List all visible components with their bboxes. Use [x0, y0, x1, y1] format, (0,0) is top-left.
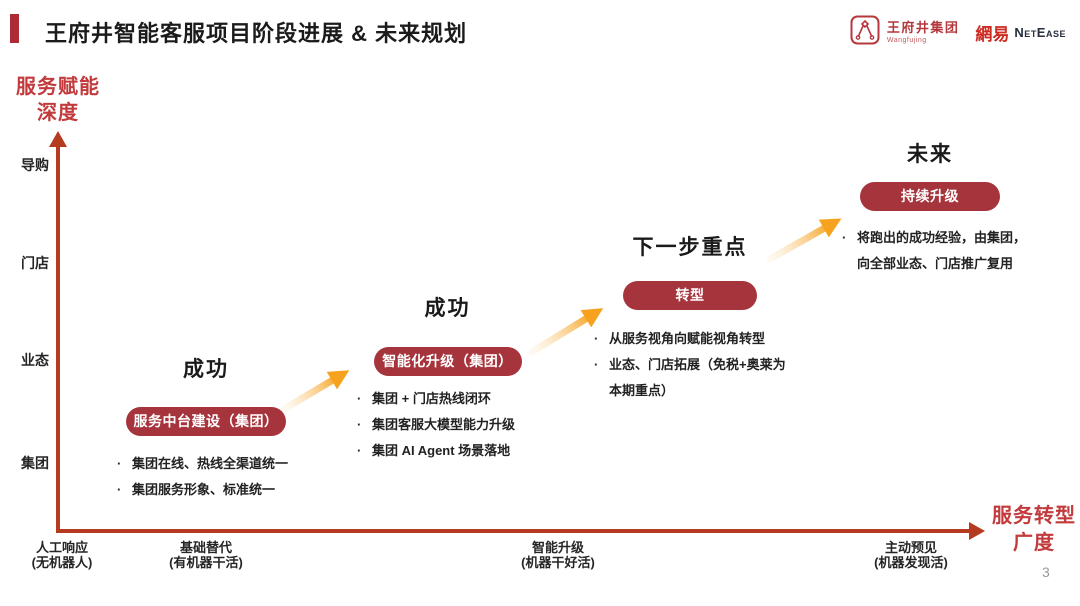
bullet-dot-icon: · [594, 357, 599, 372]
stage-3-transformation: 下一步重点 转型 · 从服务视角向赋能视角转型 · 业态、门店拓展（免税+奥莱为本期… [592, 235, 788, 404]
bullet-text: 集团 AI Agent 场景落地 [372, 443, 511, 458]
stage-4-future: 未来 持续升级 · 将跑出的成功经验，由集团，向全部业态、门店推广复用 [840, 142, 1026, 277]
bullet-item: · 集团 + 门店热线闭环 [355, 386, 540, 412]
bullet-dot-icon: · [117, 456, 122, 471]
title-accent-bar [10, 14, 19, 43]
x-tick-label: 主动预见 [884, 540, 937, 555]
x-axis-title: 服务转型 广度 [988, 503, 1080, 557]
stage-4-badge: 持续升级 [860, 182, 1000, 211]
x-tick-label: 人工响应 [35, 540, 88, 555]
stage-2-badge: 智能化升级（集团） [373, 347, 522, 376]
bullet-dot-icon: · [117, 482, 122, 497]
bullet-dot-icon: · [357, 443, 362, 458]
stage-1-badge: 服务中台建设（集团） [126, 407, 286, 436]
logo-group: 王府井集团 Wangfujing 網易 NetEase [850, 15, 1066, 50]
page-title: 王府井智能客服项目阶段进展 & 未来规划 [45, 21, 468, 46]
stage-2-heading: 成功 [424, 297, 471, 320]
bullet-text: 集团 + 门店热线闭环 [372, 391, 491, 406]
bullet-dot-icon: · [594, 331, 599, 346]
bullet-item: · 集团 AI Agent 场景落地 [355, 438, 540, 464]
bullet-dot-icon: · [357, 417, 362, 432]
bullet-item: · 集团客服大模型能力升级 [355, 412, 540, 438]
bullet-item: · 业态、门店拓展（免税+奥莱为本期重点） [592, 352, 788, 404]
stage-1-heading: 成功 [183, 358, 229, 381]
x-tick-proactive-foresight: 主动预见 (机器发现活) [851, 540, 971, 570]
y-axis-title-line2: 深度 [37, 102, 79, 124]
netease-logo: 網易 NetEase [975, 20, 1066, 45]
bullet-text: 从服务视角向赋能视角转型 [609, 331, 766, 346]
y-axis-title-line1: 服务赋能 [16, 76, 100, 98]
x-tick-manual-response: 人工响应 (无机器人) [2, 540, 122, 570]
y-tick-mendian: 门店 [21, 255, 49, 271]
x-tick-label: 智能升级 [531, 540, 584, 555]
bullet-item: · 集团服务形象、标准统一 [115, 477, 297, 503]
netease-en-wordmark: NetEase [1014, 25, 1066, 40]
stage-1-bullets: · 集团在线、热线全渠道统一 · 集团服务形象、标准统一 [115, 451, 297, 503]
bullet-text: 集团在线、热线全渠道统一 [132, 456, 289, 471]
bullet-text: 业态、门店拓展（免税+奥莱为本期重点） [609, 357, 786, 398]
bullet-text: 集团客服大模型能力升级 [372, 417, 516, 432]
stage-2-bullets: · 集团 + 门店热线闭环 · 集团客服大模型能力升级 · 集团 AI Agent 场… [355, 386, 540, 464]
bullet-dot-icon: · [842, 230, 847, 245]
y-tick-daogou: 导购 [21, 157, 49, 173]
y-axis-title: 服务赋能 深度 [8, 74, 108, 126]
bullet-item: · 从服务视角向赋能视角转型 [592, 326, 788, 352]
x-tick-sublabel: (无机器人) [31, 555, 93, 570]
x-axis-title-line1: 服务转型 [992, 505, 1076, 527]
bullet-dot-icon: · [357, 391, 362, 406]
wangfujing-name: 王府井集团 [886, 20, 960, 35]
bullet-item: · 将跑出的成功经验，由集团，向全部业态、门店推广复用 [840, 225, 1029, 277]
wangfujing-subtitle: Wangfujing [886, 37, 927, 44]
wangfujing-logo: 王府井集团 Wangfujing [850, 15, 960, 50]
stage-4-bullets: · 将跑出的成功经验，由集团，向全部业态、门店推广复用 [840, 225, 1026, 277]
stage-3-bullets: · 从服务视角向赋能视角转型 · 业态、门店拓展（免税+奥莱为本期重点） [592, 326, 788, 404]
x-tick-label: 基础替代 [179, 540, 232, 555]
bullet-text: 集团服务形象、标准统一 [132, 482, 276, 497]
stage-3-heading: 下一步重点 [632, 236, 748, 259]
stage-3-badge: 转型 [623, 281, 757, 310]
x-tick-sublabel: (机器干好活) [521, 555, 595, 570]
x-axis-line [56, 529, 971, 533]
x-tick-intelligent-upgrade: 智能升级 (机器干好活) [498, 540, 618, 570]
stage-1-service-platform: 成功 服务中台建设（集团） · 集团在线、热线全渠道统一 · 集团服务形象、标准统一 [115, 357, 297, 503]
x-tick-sublabel: (机器发现活) [874, 555, 948, 570]
x-axis-title-line2: 广度 [1013, 532, 1055, 554]
netease-cn-wordmark: 網易 [975, 25, 1010, 44]
page-number: 3 [1042, 564, 1050, 580]
growth-arrow-icon-2 [528, 308, 604, 356]
bullet-text: 将跑出的成功经验，由集团，向全部业态、门店推广复用 [857, 230, 1027, 271]
stage-4-heading: 未来 [907, 143, 953, 166]
x-tick-basic-substitution: 基础替代 (有机器干活) [146, 540, 266, 570]
wangfujing-logo-icon [850, 15, 880, 50]
x-axis-arrowhead-icon [969, 522, 985, 540]
y-axis-line [56, 146, 60, 533]
y-axis-arrowhead-icon [49, 131, 67, 147]
y-tick-jituan: 集团 [21, 455, 49, 471]
x-tick-sublabel: (有机器干活) [169, 555, 243, 570]
y-tick-yetai: 业态 [21, 352, 49, 368]
bullet-item: · 集团在线、热线全渠道统一 [115, 451, 297, 477]
stage-2-intelligent-upgrade: 成功 智能化升级（集团） · 集团 + 门店热线闭环 · 集团客服大模型能力升级 ·… [355, 296, 540, 464]
wangfujing-logo-text: 王府井集团 Wangfujing [887, 21, 960, 44]
